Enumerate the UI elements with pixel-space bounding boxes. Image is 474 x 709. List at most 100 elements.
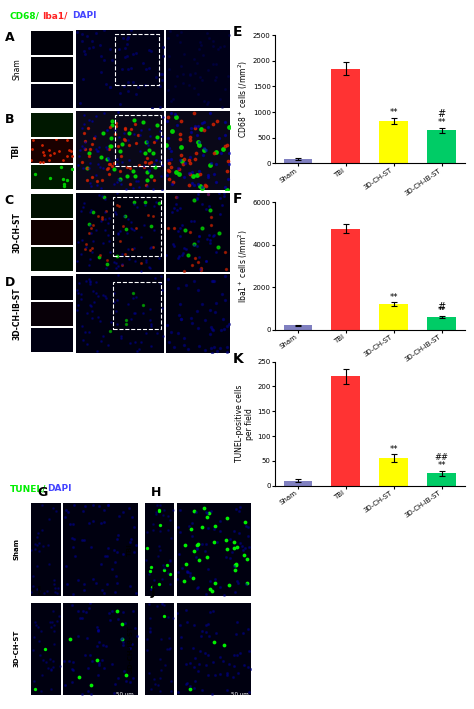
Point xyxy=(407,324,415,335)
Point xyxy=(260,75,267,86)
Point xyxy=(185,499,192,510)
Point xyxy=(263,508,270,519)
Point xyxy=(73,121,81,133)
Bar xyxy=(379,304,408,330)
Point xyxy=(365,138,373,150)
Point xyxy=(298,127,306,138)
Point xyxy=(249,405,256,416)
Point xyxy=(219,73,226,84)
Point xyxy=(396,113,403,125)
Point xyxy=(455,103,462,114)
Point xyxy=(204,318,212,330)
Point xyxy=(253,105,261,116)
Text: 100 μm: 100 μm xyxy=(91,356,113,361)
Text: D: D xyxy=(5,276,15,289)
Text: TUNEL/: TUNEL/ xyxy=(9,484,46,493)
Point xyxy=(412,238,419,249)
Point xyxy=(310,379,318,391)
Point xyxy=(238,398,246,410)
Point xyxy=(379,126,386,138)
Point xyxy=(424,167,431,178)
Point xyxy=(213,284,220,295)
Point xyxy=(247,390,255,401)
Point xyxy=(340,119,347,130)
Point xyxy=(247,114,255,125)
Point xyxy=(348,143,356,155)
Y-axis label: Iba1$^+$ cells (/mm$^2$): Iba1$^+$ cells (/mm$^2$) xyxy=(237,229,250,303)
Point xyxy=(273,43,280,55)
Point xyxy=(403,0,411,6)
Point xyxy=(207,13,214,24)
Point xyxy=(199,116,206,128)
Point xyxy=(176,407,184,418)
Point xyxy=(406,199,414,211)
Point xyxy=(95,81,103,92)
Text: I: I xyxy=(37,585,41,598)
Point xyxy=(229,168,237,179)
Point xyxy=(467,396,474,407)
Bar xyxy=(283,325,312,330)
Point xyxy=(99,13,107,25)
Text: E: E xyxy=(233,26,243,39)
Point xyxy=(261,289,269,301)
Point xyxy=(264,255,272,267)
Point xyxy=(412,0,419,9)
Point xyxy=(392,431,400,442)
Point xyxy=(297,9,304,20)
Point xyxy=(428,162,436,174)
Point xyxy=(289,478,296,489)
Point xyxy=(299,325,307,337)
Point xyxy=(443,77,450,88)
Point xyxy=(390,438,397,450)
Point xyxy=(332,335,340,347)
Point xyxy=(406,100,414,111)
Point xyxy=(324,611,332,623)
Point xyxy=(211,118,219,129)
Point xyxy=(381,90,389,101)
Point xyxy=(377,311,385,322)
Bar xyxy=(427,130,456,163)
Point xyxy=(50,119,57,130)
Point xyxy=(195,22,203,33)
Text: 3D-CH-ST: 3D-CH-ST xyxy=(12,212,21,252)
Text: C: C xyxy=(5,194,14,208)
Text: **: ** xyxy=(390,293,398,302)
Point xyxy=(223,411,231,422)
Point xyxy=(394,25,402,36)
Point xyxy=(354,557,362,568)
Point xyxy=(393,520,401,531)
Point xyxy=(183,345,191,357)
Text: DAPI: DAPI xyxy=(73,11,97,21)
Point xyxy=(200,57,207,68)
Point xyxy=(132,63,139,74)
Point xyxy=(366,10,374,21)
Text: Iba1/: Iba1/ xyxy=(42,11,67,21)
Point xyxy=(249,541,257,552)
Point xyxy=(310,65,317,77)
Point xyxy=(235,400,243,411)
Point xyxy=(288,86,295,97)
Point xyxy=(260,28,268,39)
Point xyxy=(100,487,107,498)
Point xyxy=(414,51,421,62)
Point xyxy=(255,62,262,74)
Point xyxy=(201,74,209,86)
Point xyxy=(330,350,338,361)
Point xyxy=(179,233,186,245)
Point xyxy=(178,20,185,31)
Point xyxy=(264,48,272,59)
Point xyxy=(242,29,249,40)
Point xyxy=(240,82,248,94)
Point xyxy=(199,87,207,99)
Point xyxy=(355,52,363,64)
Point xyxy=(413,223,421,235)
Point xyxy=(361,217,368,228)
Point xyxy=(440,21,447,33)
Point xyxy=(152,96,160,108)
Point xyxy=(244,0,252,6)
Point xyxy=(103,333,111,344)
Point xyxy=(212,593,219,604)
Point xyxy=(282,557,290,569)
Point xyxy=(384,346,392,357)
Point xyxy=(94,272,101,284)
